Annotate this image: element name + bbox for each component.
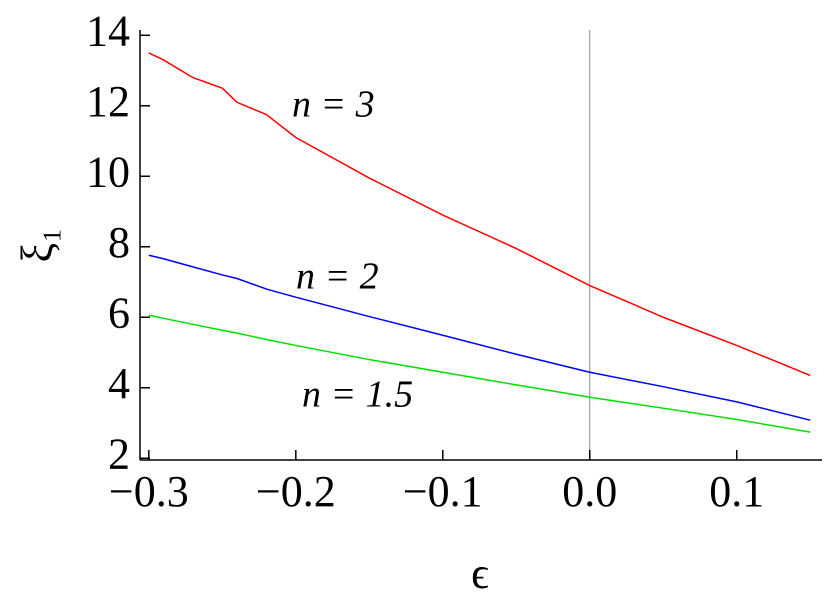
data-line bbox=[148, 52, 811, 377]
annotation: n = 2 bbox=[296, 256, 379, 298]
y-tick-label: 12 bbox=[86, 77, 130, 126]
x-tick-label: −0.3 bbox=[109, 467, 189, 516]
x-tick-label: −0.1 bbox=[403, 467, 483, 516]
data-line bbox=[148, 254, 811, 421]
y-tick-label: 4 bbox=[108, 359, 130, 408]
annotation: n = 1.5 bbox=[302, 374, 413, 416]
data-line bbox=[148, 314, 811, 433]
y-tick-label: 10 bbox=[86, 147, 130, 196]
y-tick-label: 2 bbox=[108, 429, 130, 478]
x-tick-label: −0.2 bbox=[256, 467, 336, 516]
x-axis-label: ϵ bbox=[471, 549, 489, 598]
y-tick-label: 14 bbox=[86, 6, 130, 55]
x-tick-label: 0.1 bbox=[709, 467, 764, 516]
x-tick-label: 0.0 bbox=[562, 467, 617, 516]
y-tick-label: 8 bbox=[108, 218, 130, 267]
y-axis-label: ξ₁ bbox=[13, 228, 62, 263]
y-tick-label: 6 bbox=[108, 288, 130, 337]
annotation: n = 3 bbox=[292, 84, 375, 126]
